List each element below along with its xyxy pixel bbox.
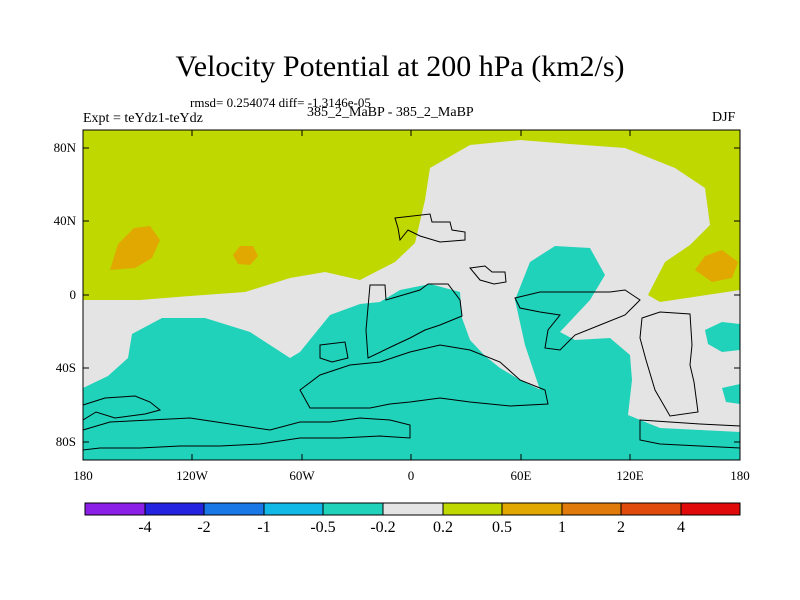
colorbar-label: 2 [617,519,625,536]
colorbar-box-1 [84,502,146,516]
x-tick-label: 180 [73,468,93,483]
colorbar-box-5 [322,502,384,516]
colorbar-label: 4 [677,519,685,536]
colorbar-label: 0.5 [492,519,512,536]
colorbar-label: 0.2 [433,519,453,536]
experiment-label: Expt = teYdz1-teYdz [83,111,203,126]
negative-blob-east [705,322,740,352]
positive-patch-pacific [110,226,160,270]
x-tick-label: 60W [289,468,315,483]
y-tick-label: 40N [53,213,76,228]
coastline-east-b [639,311,699,417]
colorbar-label: -0.5 [310,519,336,536]
colorbar [84,502,741,516]
colorbar-box-9 [561,502,622,516]
coastline-west-south [82,395,162,421]
colorbar-box-3 [203,502,265,516]
negative-region [83,246,740,460]
coastline-southeast [639,419,741,449]
colorbar-box-10 [620,502,682,516]
colorbar-box-6 [382,502,444,516]
map-title: Velocity Potential at 200 hPa (km2/s) [175,50,625,83]
colorbar-box-2 [144,502,205,516]
season-label: DJF [712,110,736,125]
coastline-southwest [82,417,411,451]
coastlines [82,213,741,451]
colorbar-label: -1 [257,519,271,536]
x-tick-label: 120W [176,468,208,483]
positive-patch-east [695,250,738,282]
colorbar-box-8 [501,502,563,516]
y-tick-label: 40S [55,360,76,375]
colorbar-label: 1 [558,519,566,536]
colorbar-box-4 [263,502,324,516]
x-tick-label: 180 [730,468,750,483]
coastline-east-a [514,289,641,351]
coastline-northern [394,213,466,243]
coastline-south-b [299,344,549,409]
coastline-central [365,283,463,359]
y-tick-label: 80N [53,140,76,155]
x-tick-label: 60E [510,468,532,483]
colorbar-label: -4 [138,519,152,536]
center-subtitle: 385_2_MaBP - 385_2_MaBP [307,105,474,120]
y-tick-label: 0 [69,287,77,302]
colorbar-box-11 [680,502,741,516]
colorbar-box-7 [442,502,503,516]
colorbar-label: -2 [197,519,211,536]
x-tick-label: 120E [616,468,644,483]
y-tick-label: 80S [55,434,76,449]
x-tick-label: 0 [407,468,415,483]
tick-marks [82,130,741,460]
coastline-small-island [469,265,507,285]
coastline-south-a [319,341,349,363]
colorbar-label: -0.2 [370,519,396,536]
rmsd-stats: rmsd= 0.254074 diff= -1.3146e-05 [190,95,371,110]
positive-patch-small [233,246,258,265]
map-plot [82,130,741,460]
negative-blob-east-2 [722,384,740,404]
